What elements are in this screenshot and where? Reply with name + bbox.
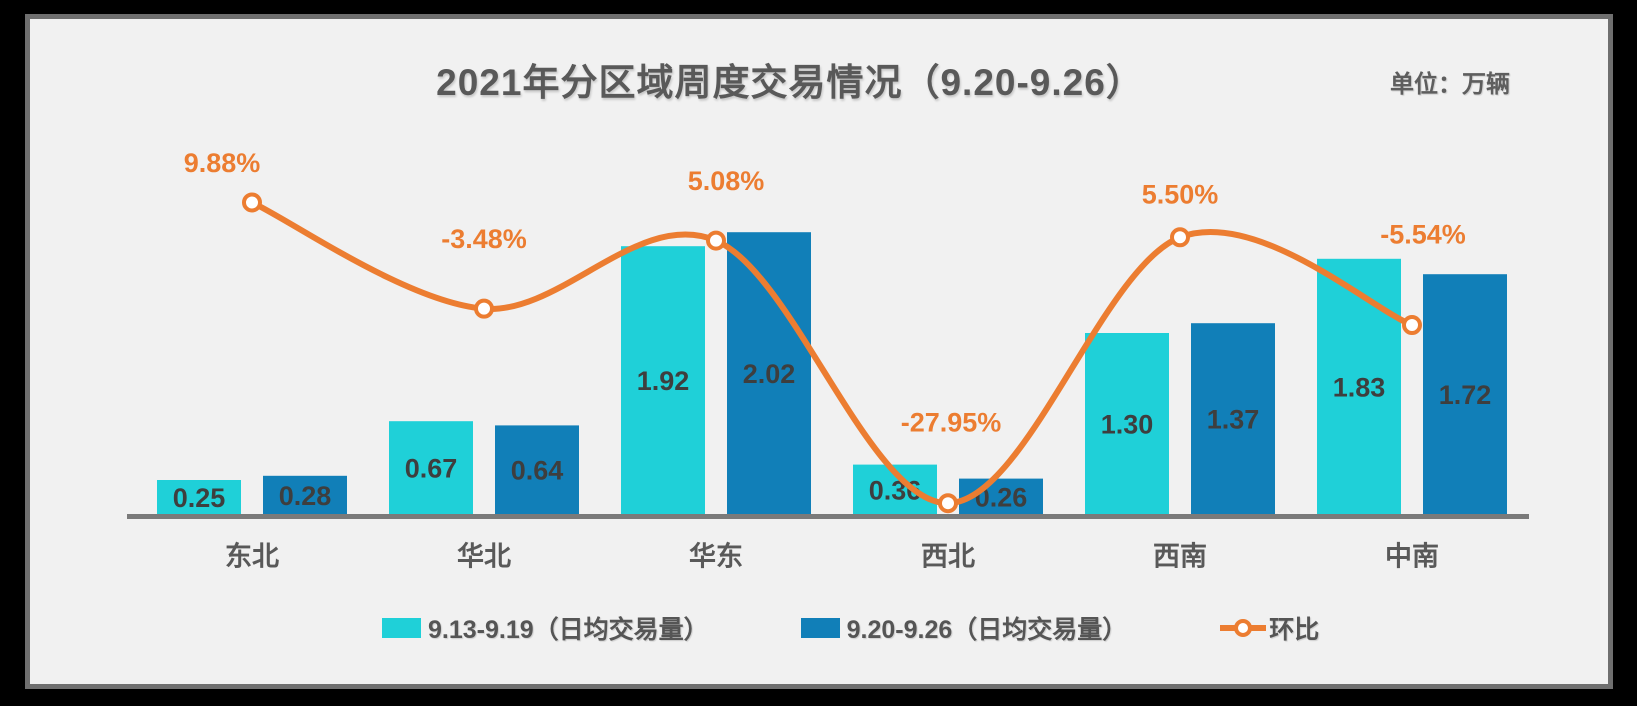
bar-value-label: 1.37 xyxy=(1207,405,1260,435)
bar-value-label: 2.02 xyxy=(743,359,796,389)
bar-week2-东北 xyxy=(263,475,347,515)
bar-week2-华东 xyxy=(727,232,811,515)
legend-line-marker-icon xyxy=(1219,617,1267,639)
ratio-marker-华北 xyxy=(474,298,494,319)
ratio-marker-东北 xyxy=(242,192,262,213)
bar-week1-西南 xyxy=(1085,333,1169,515)
legend-item-week1: 9.13-9.19（日均交易量） xyxy=(382,610,709,646)
bar-week2-华北 xyxy=(495,425,579,515)
bar-value-label: 1.72 xyxy=(1439,380,1492,410)
bar-week1-中南 xyxy=(1317,258,1401,515)
bar-week1-华北 xyxy=(389,421,473,515)
x-axis-label-华东: 华东 xyxy=(689,540,743,571)
x-axis-label-东北: 东北 xyxy=(225,540,279,571)
ratio-marker-中南 xyxy=(1402,315,1422,336)
x-axis-label-西南: 西南 xyxy=(1153,541,1207,571)
ratio-value-label: -5.54% xyxy=(1380,219,1466,249)
bar-value-label: 0.25 xyxy=(173,483,226,513)
x-axis-label-西北: 西北 xyxy=(921,541,975,571)
legend-swatch-week1-icon xyxy=(382,618,421,638)
bar-value-label: 0.67 xyxy=(405,454,458,484)
bar-value-label: 0.64 xyxy=(511,456,564,486)
ratio-marker-华东 xyxy=(706,230,726,251)
ratio-value-label: -27.95% xyxy=(901,408,1002,438)
bar-value-label: 1.83 xyxy=(1333,372,1386,402)
ratio-value-label: 9.88% xyxy=(184,148,261,178)
ratio-value-label: 5.50% xyxy=(1142,180,1219,210)
legend: 9.13-9.19（日均交易量） 9.20-9.26（日均交易量） 环比 xyxy=(382,610,1319,646)
unit-label: 单位：万辆 xyxy=(1390,71,1510,98)
legend-item-ratio: 环比 xyxy=(1219,610,1319,646)
legend-swatch-week2-icon xyxy=(800,618,840,638)
ratio-marker-西北 xyxy=(938,493,958,514)
bar-value-label: 1.92 xyxy=(637,366,690,396)
bar-week2-中南 xyxy=(1423,274,1507,515)
ratio-value-label: -3.48% xyxy=(441,224,527,254)
bar-week1-东北 xyxy=(157,480,241,515)
x-axis-label-中南: 中南 xyxy=(1385,541,1439,571)
bar-value-label: 1.30 xyxy=(1101,409,1154,439)
legend-label-week2: 9.20-9.26（日均交易量） xyxy=(846,616,1128,644)
legend-label-week1: 9.13-9.19（日均交易量） xyxy=(428,616,709,644)
ratio-value-label: 5.08% xyxy=(688,166,765,196)
ratio-marker-西南 xyxy=(1170,227,1190,248)
chart-title: 2021年分区域周度交易情况（9.20-9.26） xyxy=(436,62,1144,103)
bar-week2-西南 xyxy=(1191,323,1275,515)
legend-label-ratio: 环比 xyxy=(1269,616,1320,644)
x-axis-line xyxy=(127,514,1529,519)
x-axis-label-华北: 华北 xyxy=(457,540,511,571)
bar-value-label: 0.28 xyxy=(279,481,332,511)
legend-item-week2: 9.20-9.26（日均交易量） xyxy=(800,610,1128,646)
bar-week1-华东 xyxy=(621,246,705,515)
